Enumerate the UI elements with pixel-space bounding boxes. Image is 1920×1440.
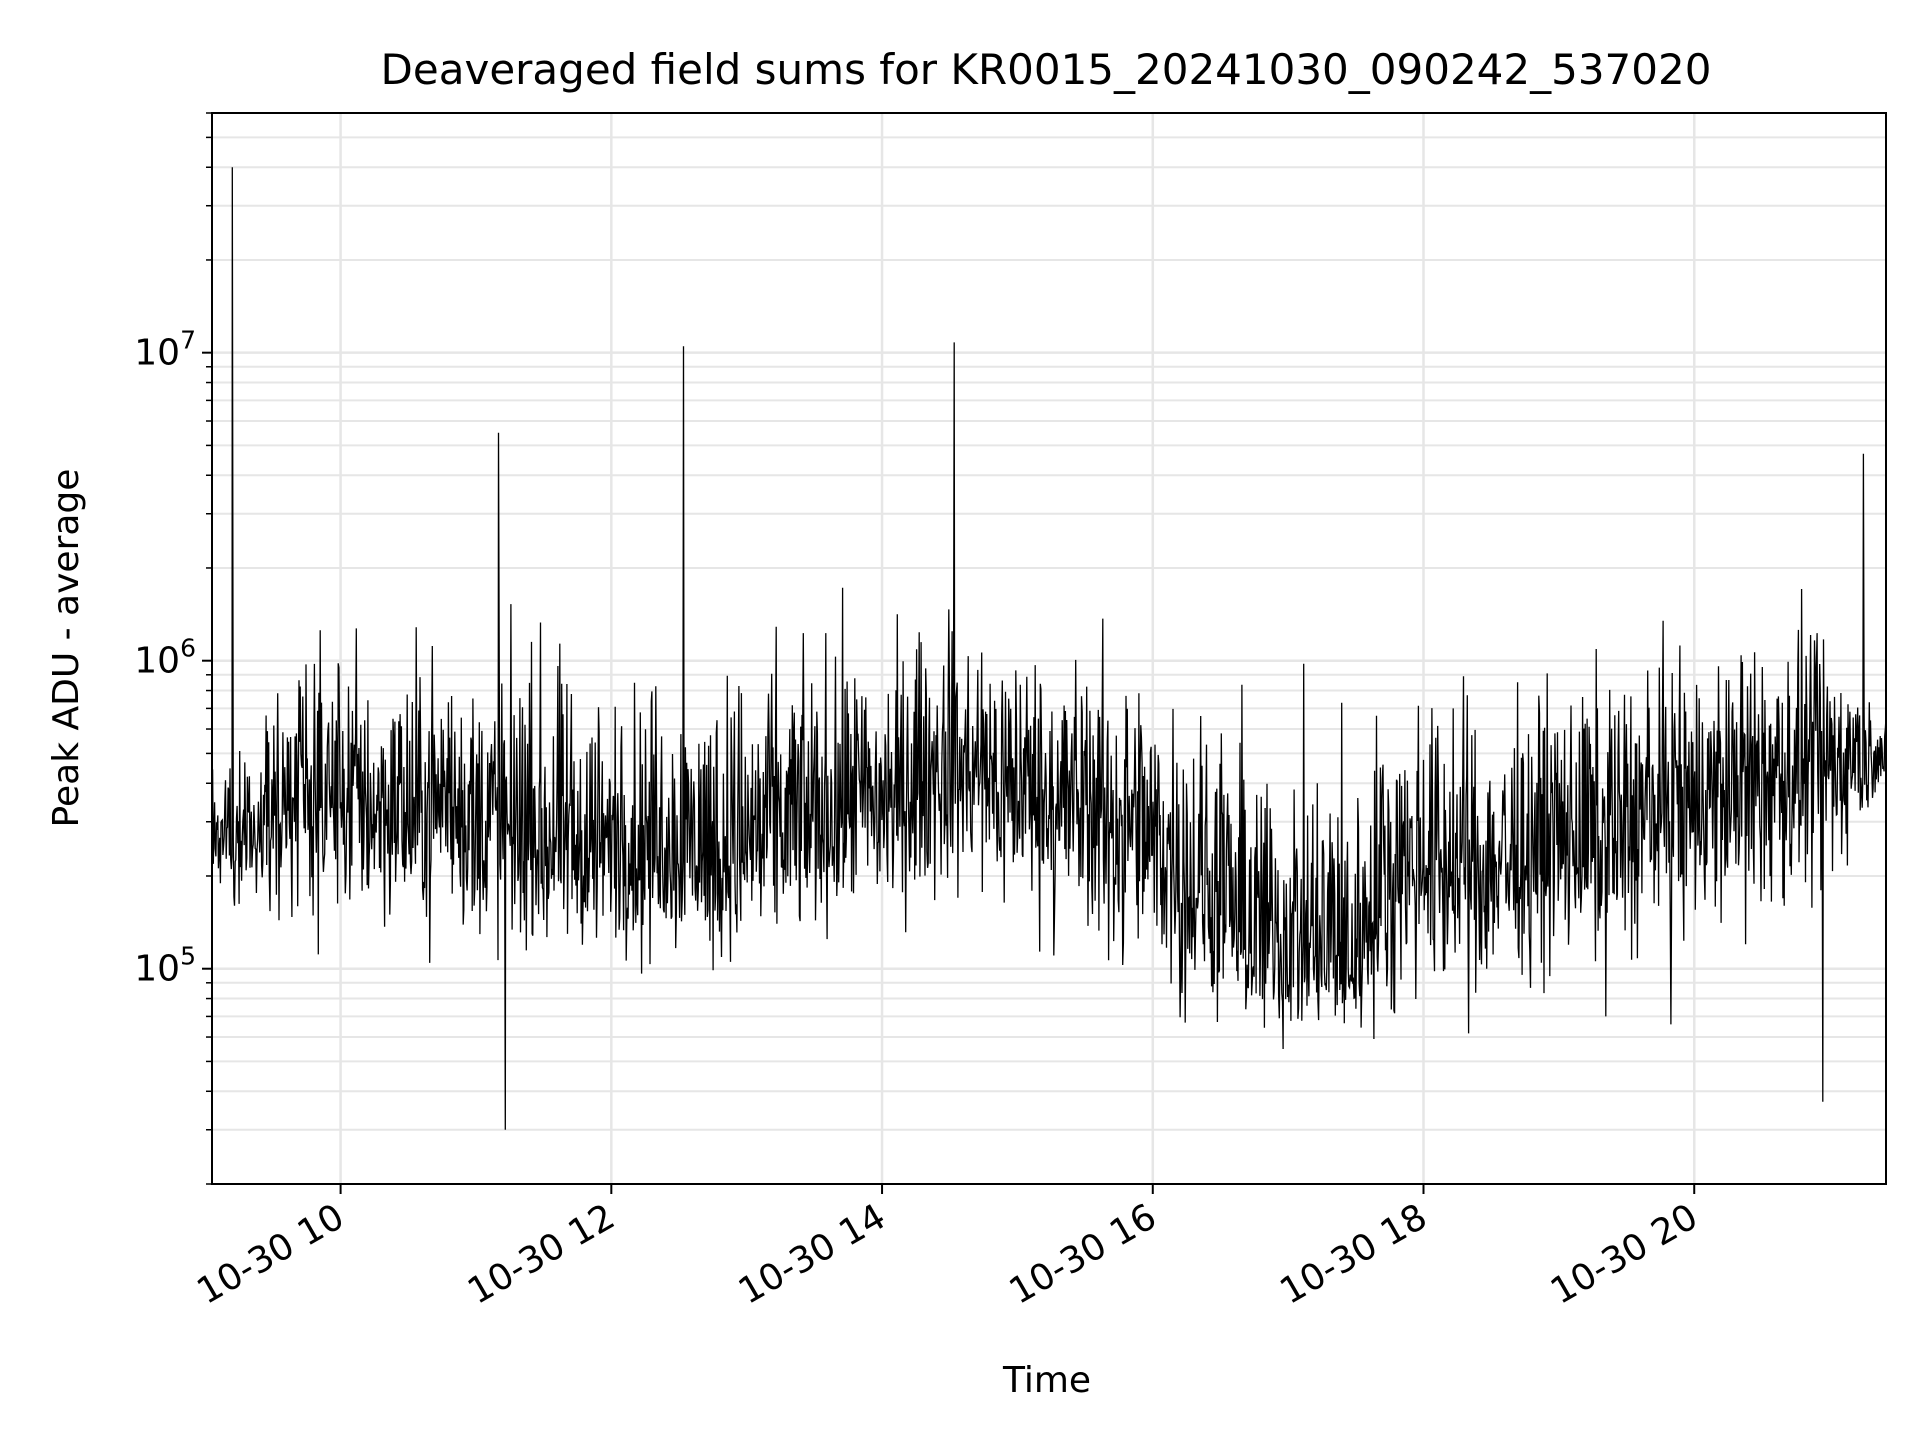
y-tick-label: 106 <box>134 634 196 682</box>
series-line <box>211 167 1887 1130</box>
y-tick-label: 105 <box>134 942 196 990</box>
plot-frame <box>211 112 1887 1185</box>
y-tick-label: 107 <box>134 326 196 374</box>
y-axis-label: Peak ADU - average <box>46 469 87 828</box>
chart-title: Deaveraged field sums for KR0015_2024103… <box>381 45 1712 94</box>
x-axis-label: Time <box>1002 1360 1091 1401</box>
series-layer <box>211 167 1887 1130</box>
